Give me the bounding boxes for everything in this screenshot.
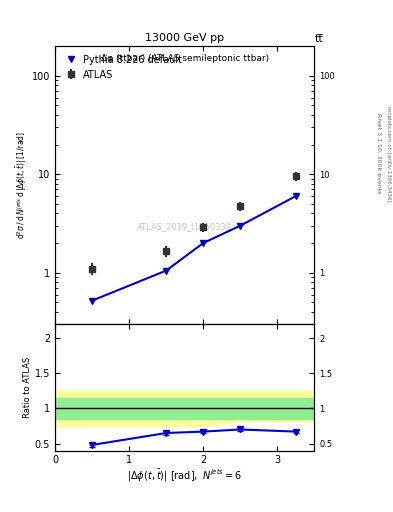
Pythia 8.226 default: [238, 223, 242, 229]
Text: mcplots.cern.ch [arXiv:1306.3436]: mcplots.cern.ch [arXiv:1306.3436]: [386, 106, 391, 201]
Y-axis label: $\mathrm{d}^2\sigma\,/\,\mathrm{d}\,N^{jets}\,\mathrm{d}\,|\Delta\phi(t,\bar{t}): $\mathrm{d}^2\sigma\,/\,\mathrm{d}\,N^{j…: [14, 131, 29, 239]
Y-axis label: Ratio to ATLAS: Ratio to ATLAS: [23, 357, 32, 418]
Line: Pythia 8.226 default: Pythia 8.226 default: [88, 193, 299, 304]
Text: ATLAS_2019_I1750330: ATLAS_2019_I1750330: [137, 222, 232, 231]
Text: Δφ (ttbar) (ATLAS semileptonic ttbar): Δφ (ttbar) (ATLAS semileptonic ttbar): [101, 54, 269, 63]
Pythia 8.226 default: [201, 240, 206, 246]
Pythia 8.226 default: [164, 267, 169, 273]
Title: 13000 GeV pp: 13000 GeV pp: [145, 33, 224, 42]
Legend: Pythia 8.226 default, ATLAS: Pythia 8.226 default, ATLAS: [60, 51, 186, 83]
Text: tt̅: tt̅: [314, 33, 323, 44]
Pythia 8.226 default: [90, 297, 94, 304]
Pythia 8.226 default: [294, 193, 298, 199]
X-axis label: $|\Delta\phi(t,\bar{t})|\ \mathrm{[rad]},\ N^{jets}=6$: $|\Delta\phi(t,\bar{t})|\ \mathrm{[rad]}…: [127, 468, 242, 484]
Text: Rivet 3.1.10, 300k events: Rivet 3.1.10, 300k events: [376, 113, 381, 194]
